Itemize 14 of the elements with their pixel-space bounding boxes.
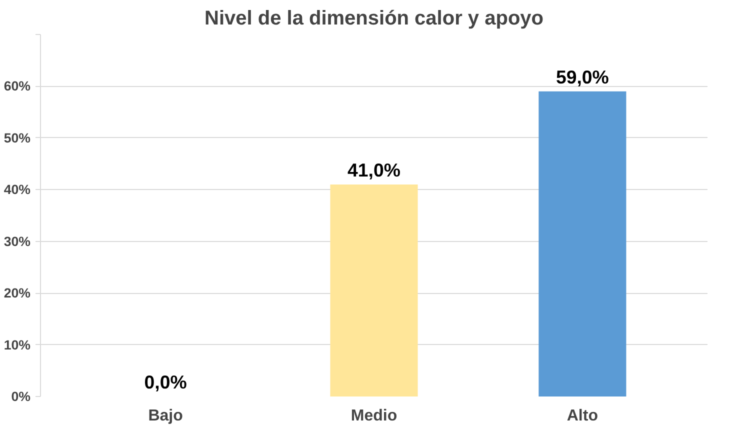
x-tick-label: Alto <box>566 408 598 424</box>
x-tick-label: Bajo <box>148 408 184 424</box>
chart-title: Nivel de la dimensión calor y apoyo <box>204 8 544 30</box>
y-tick-label: 10% <box>4 337 31 352</box>
data-label: 59,0% <box>556 66 610 88</box>
y-tick-label: 20% <box>4 286 31 301</box>
data-label: 0,0% <box>144 372 188 392</box>
y-tick-label: 40% <box>4 182 31 198</box>
y-tick-label: 60% <box>4 78 31 94</box>
x-tick-label: Medio <box>350 408 398 424</box>
y-tick-label: 30% <box>4 234 31 249</box>
data-label: 41,0% <box>348 159 401 180</box>
y-tick-label: 50% <box>4 130 31 146</box>
y-tick-label: 0% <box>11 389 31 404</box>
